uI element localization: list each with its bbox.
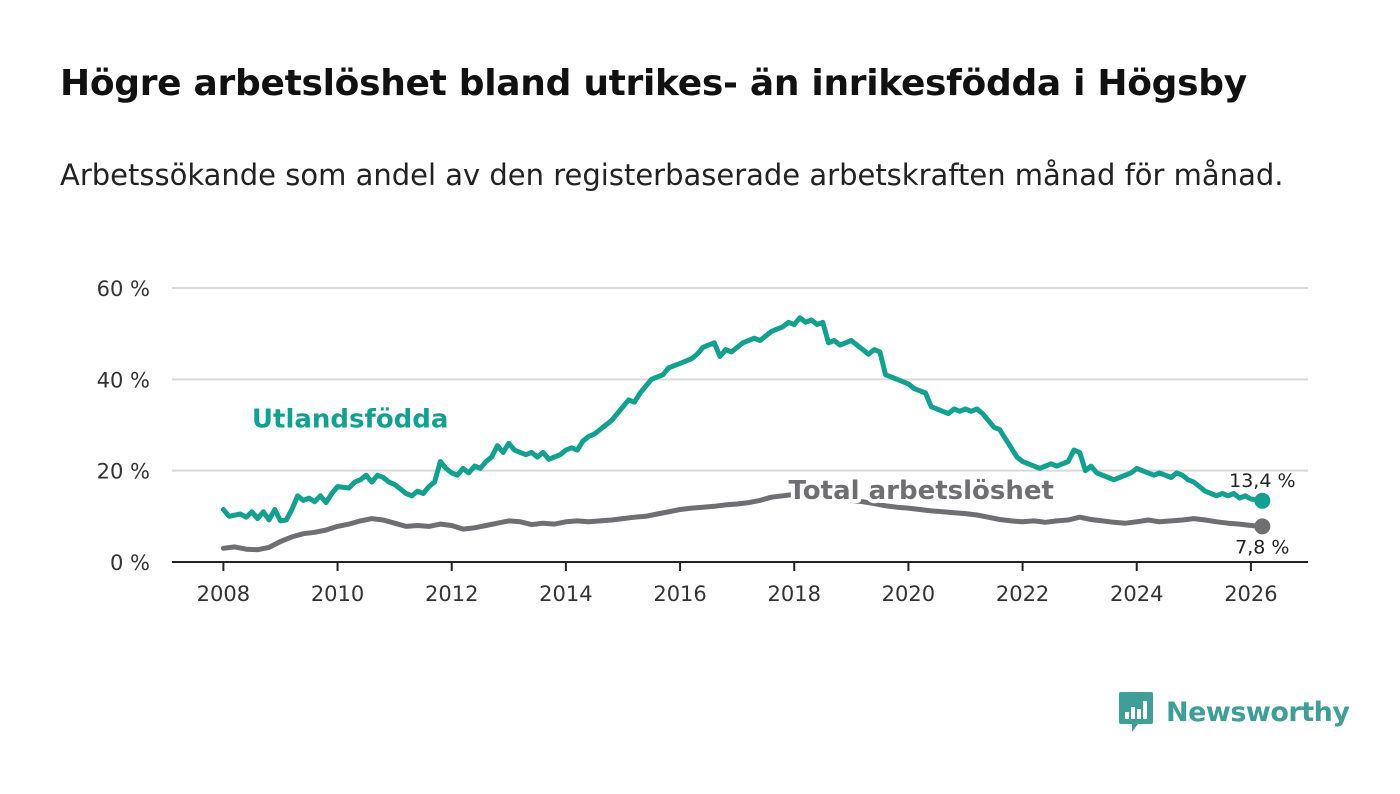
x-tick-label: 2022 xyxy=(996,582,1049,606)
x-tick-label: 2010 xyxy=(311,582,364,606)
gridlines: 0 % 20 % 40 % 60 % xyxy=(97,277,1308,575)
end-point-marker xyxy=(1254,492,1271,509)
x-tick-label: 2014 xyxy=(539,582,592,606)
bar-chart-icon xyxy=(1119,692,1153,732)
chart-subtitle: Arbetssökande som andel av den registerb… xyxy=(60,158,1284,192)
x-tick-label: 2012 xyxy=(425,582,478,606)
y-tick-label: 20 % xyxy=(97,460,150,484)
x-axis: 2008 2010 2012 2014 2016 2018 2020 2022 2024 2026 xyxy=(172,561,1308,606)
x-tick-label: 2024 xyxy=(1110,582,1163,606)
end-value-label: 13,4 % xyxy=(1229,470,1295,492)
series-lines xyxy=(220,315,1271,553)
x-tick-label: 2018 xyxy=(768,582,821,606)
x-tick-label: 2020 xyxy=(882,582,935,606)
brand-name: Newsworthy xyxy=(1166,696,1350,728)
newsworthy-logo: Newsworthy xyxy=(1118,690,1350,734)
series-label: Total arbetslöshet xyxy=(789,476,1054,506)
end-point-marker xyxy=(1254,518,1271,535)
y-tick-label: 40 % xyxy=(97,368,150,392)
x-tick-label: 2026 xyxy=(1224,582,1277,606)
y-tick-label: 0 % xyxy=(110,551,150,575)
series-label: Utlandsfödda xyxy=(252,404,449,434)
y-tick-label: 60 % xyxy=(97,277,150,301)
series-line-utlandsfodda xyxy=(220,315,1265,524)
series-labels: 13,4 % Utlandsfödda 7,8 % Total arbetslöshe… xyxy=(248,400,1296,558)
x-tick-label: 2008 xyxy=(197,582,250,606)
end-value-label: 7,8 % xyxy=(1235,536,1289,558)
series-line-total xyxy=(220,491,1265,553)
chart-title: Högre arbetslöshet bland utrikes- än inr… xyxy=(60,63,1247,104)
x-tick-label: 2016 xyxy=(653,582,706,606)
